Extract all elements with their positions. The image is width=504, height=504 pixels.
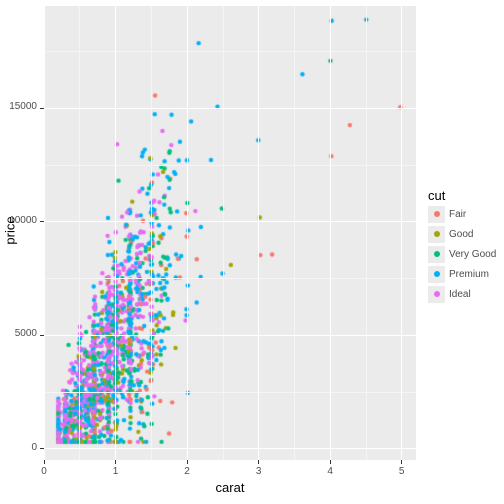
x-tick-label: 4: [320, 466, 340, 477]
legend-label: Very Good: [449, 249, 496, 260]
legend-key: [428, 266, 445, 283]
x-tick-label: 1: [106, 466, 126, 477]
legend-key: [428, 286, 445, 303]
legend-key: [428, 246, 445, 263]
legend-dot-icon: [434, 291, 440, 297]
x-tick-mark: [187, 460, 188, 464]
legend-dot-icon: [434, 251, 440, 257]
y-tick-label: 15000: [0, 101, 37, 112]
legend-item: Fair: [428, 205, 496, 223]
y-axis-title: price: [3, 181, 18, 281]
y-tick-mark: [40, 221, 44, 222]
legend-item: Good: [428, 225, 496, 243]
x-tick-label: 0: [34, 466, 54, 477]
grid-major-y: [44, 221, 416, 222]
legend-title: cut: [428, 188, 496, 203]
legend-item: Very Good: [428, 245, 496, 263]
legend-item: Premium: [428, 265, 496, 283]
grid-major-y: [44, 448, 416, 449]
legend: cut Fair Good Very Good Premium Ideal: [428, 188, 496, 303]
grid-minor-y: [44, 51, 416, 52]
y-tick-mark: [40, 335, 44, 336]
y-tick-mark: [40, 448, 44, 449]
legend-label: Good: [449, 229, 473, 240]
x-tick-mark: [115, 460, 116, 464]
grid-major-x: [187, 6, 188, 460]
grid-minor-y: [44, 278, 416, 279]
legend-dot-icon: [434, 211, 440, 217]
x-tick-label: 3: [249, 466, 269, 477]
legend-dot-icon: [434, 231, 440, 237]
legend-label: Ideal: [449, 289, 471, 300]
legend-dot-icon: [434, 271, 440, 277]
x-tick-mark: [258, 460, 259, 464]
legend-label: Premium: [449, 269, 489, 280]
grid-major-y: [44, 108, 416, 109]
x-tick-mark: [401, 460, 402, 464]
grid-major-x: [43, 6, 44, 460]
legend-label: Fair: [449, 209, 466, 220]
grid-major-y: [44, 335, 416, 336]
y-tick-mark: [40, 108, 44, 109]
grid-major-x: [115, 6, 116, 460]
legend-key: [428, 206, 445, 223]
y-tick-label: 0: [0, 442, 37, 453]
legend-item: Ideal: [428, 285, 496, 303]
grid-major-x: [330, 6, 331, 460]
grid-major-x: [401, 6, 402, 460]
y-tick-label: 5000: [0, 328, 37, 339]
legend-key: [428, 226, 445, 243]
x-tick-mark: [330, 460, 331, 464]
x-tick-label: 5: [392, 466, 412, 477]
grid-minor-y: [44, 392, 416, 393]
chart-root: cut Fair Good Very Good Premium Ideal 0 1 2 3 4 5…: [0, 0, 504, 504]
x-tick-mark: [44, 460, 45, 464]
grid-minor-y: [44, 165, 416, 166]
x-tick-label: 2: [177, 466, 197, 477]
x-axis-title: carat: [44, 480, 416, 495]
grid-major-x: [258, 6, 259, 460]
